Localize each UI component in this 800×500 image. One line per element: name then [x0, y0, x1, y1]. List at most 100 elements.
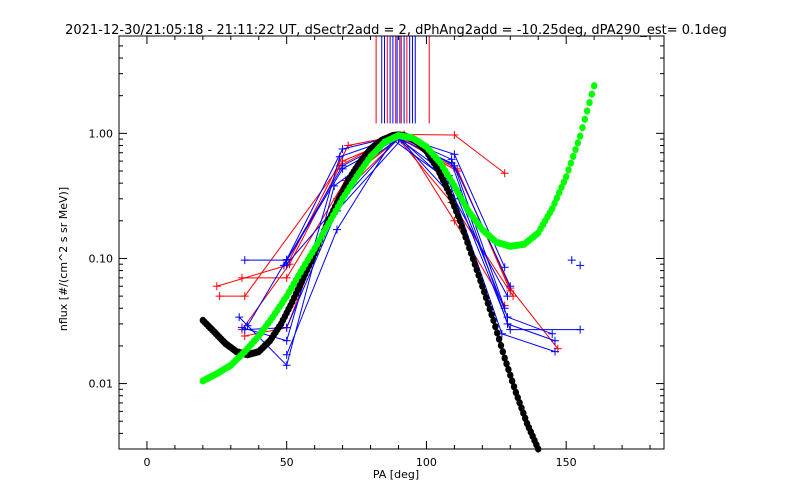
blue-trace-5-point-5: [551, 347, 559, 356]
black-fit-curve-dot-162: [490, 316, 497, 324]
green-fit-curve-dot-161: [574, 139, 582, 147]
blue-trace-2-point-6: [551, 336, 559, 345]
x-tick-label-0: 0: [143, 456, 150, 469]
black-fit-curve-dot-145: [458, 222, 466, 230]
red-trace-2-point-1: [282, 273, 291, 282]
green-fit-curve-dot-156: [562, 173, 570, 181]
blue-trace-4-point-0: [243, 321, 252, 330]
blue-isolated-point-1: [576, 261, 585, 270]
axes: 0 50 100 150 0.01 0.10 1.00: [89, 35, 664, 469]
green-fit-curve-dot-163: [579, 124, 586, 132]
y-tick-label-0: 0.01: [89, 378, 114, 391]
black-fit-curve-dot-165: [495, 335, 503, 343]
red-trace-0-point-5: [500, 169, 509, 178]
blue-trace-2-point-1: [282, 336, 291, 345]
green-fit-curve-dot-160: [572, 146, 579, 154]
black-fit-curve-dot-154: [475, 271, 482, 279]
blue-trace-7-point-0: [279, 261, 288, 270]
green-fit-curve-dot-168: [590, 82, 598, 90]
black-fit-curve-dot-156: [479, 282, 486, 290]
black-fit-curve-dot-164: [494, 329, 501, 337]
blue-trace-6-point-4: [503, 292, 512, 301]
green-fit-curve-dot-154: [558, 183, 565, 191]
black-fit-curve-dot-158: [482, 294, 490, 302]
green-fit-curve-dot-150: [549, 205, 556, 213]
red-trace-1-point-1: [240, 292, 249, 301]
green-fit-curve-dot-153: [555, 189, 563, 197]
x-axis-label: PA [deg]: [373, 468, 419, 481]
green-fit-curve-dot-155: [560, 178, 568, 186]
blue-trace-4-point-2: [338, 144, 347, 153]
black-fit-curve-dot-146: [460, 228, 467, 236]
green-fit-curve-dot-157: [565, 166, 572, 174]
green-fit-curve-dot-158: [567, 159, 575, 167]
green-fit-curve: [199, 82, 598, 385]
plot-area: [199, 36, 598, 453]
red-trace-0-line: [216, 133, 505, 287]
green-fit-curve-dot-162: [576, 132, 584, 140]
y-tick-label-2: 1.00: [89, 127, 114, 140]
black-fit-curve-dot-155: [477, 277, 484, 285]
black-fit-curve-dot-169: [503, 360, 510, 368]
black-fit-curve-dot-148: [464, 238, 471, 247]
black-fit-curve-dot-163: [492, 323, 499, 331]
x-tick-label-2: 100: [416, 456, 437, 469]
red-trace-0-point-4: [450, 131, 459, 140]
black-fit-curve-dot-160: [486, 305, 493, 313]
green-fit-curve-dot-159: [569, 152, 577, 161]
y-axis-label: nflux [#/(cm^2 s sr MeV)]: [57, 187, 70, 331]
black-fit-curve-dot-147: [462, 233, 469, 241]
black-fit-curve-dot-151: [469, 255, 477, 263]
blue-trace-1: [235, 134, 585, 370]
black-fit-curve-dot-173: [510, 383, 518, 391]
red-trace-2-point-0: [237, 273, 246, 282]
red-trace-1-point-0: [215, 292, 224, 301]
blue-trace-3-point-6: [548, 329, 557, 338]
blue-trace-7-point-1: [338, 164, 347, 173]
blue-trace-1-point-1: [282, 361, 291, 370]
black-fit-curve-dot-159: [484, 299, 492, 307]
green-fit-curve-dot-166: [586, 98, 593, 107]
chart-title: 2021-12-30/21:05:18 - 21:11:22 UT, dSect…: [65, 23, 727, 38]
black-fit-curve-dot-167: [499, 348, 507, 356]
plot-frame: [118, 35, 665, 450]
black-fit-curve-dot-150: [467, 249, 475, 257]
blue-trace-3-point-5: [503, 313, 512, 322]
black-fit-curve-dot-161: [488, 311, 495, 319]
black-fit-curve-dot-144: [456, 217, 464, 225]
black-fit-curve-dot-153: [473, 266, 480, 274]
black-fit-curve-dot-171: [507, 371, 514, 379]
green-fit-curve-dot-151: [551, 199, 558, 207]
blue-trace-0-point-0: [240, 256, 249, 265]
green-fit-curve-dot-167: [588, 90, 595, 98]
blue-trace-4-line: [247, 135, 506, 326]
blue-isolated-point-0: [567, 256, 576, 265]
green-fit-curve-dot-165: [583, 107, 591, 115]
blue-trace-2-point-5: [503, 319, 512, 328]
blue-trace-5-point-0: [282, 350, 291, 359]
black-fit-curve-dot-152: [471, 260, 479, 268]
blue-trace-5-point-1: [333, 225, 341, 234]
black-fit-curve-dot-168: [501, 354, 508, 362]
black-fit-curve-dot-149: [466, 244, 473, 252]
green-fit-curve-dot-164: [581, 115, 589, 123]
blue-trace-7-point-3: [447, 155, 456, 164]
red-trace-0-point-0: [212, 282, 221, 291]
black-fit-curve-dot-157: [480, 288, 488, 296]
blue-trace-1-point-0: [235, 313, 244, 322]
blue-trace-1-point-5: [506, 325, 515, 334]
blue-trace-7-point-4: [506, 282, 515, 291]
x-tick-label-3: 150: [556, 456, 577, 469]
x-tick-label-1: 50: [280, 456, 294, 469]
blue-trace-0-point-4: [450, 150, 459, 159]
blue-trace-5-line: [286, 138, 556, 355]
blue-trace-4-point-5: [500, 304, 509, 313]
black-fit-curve-dot-170: [505, 365, 512, 374]
blue-trace-1-point-6: [576, 325, 585, 334]
green-fit-curve-dot-152: [553, 194, 561, 202]
black-fit-curve-dot-166: [497, 341, 505, 350]
blue-trace-3-point-1: [282, 323, 291, 332]
black-fit-curve: [199, 131, 542, 453]
black-fit-curve-dot-172: [508, 377, 516, 385]
